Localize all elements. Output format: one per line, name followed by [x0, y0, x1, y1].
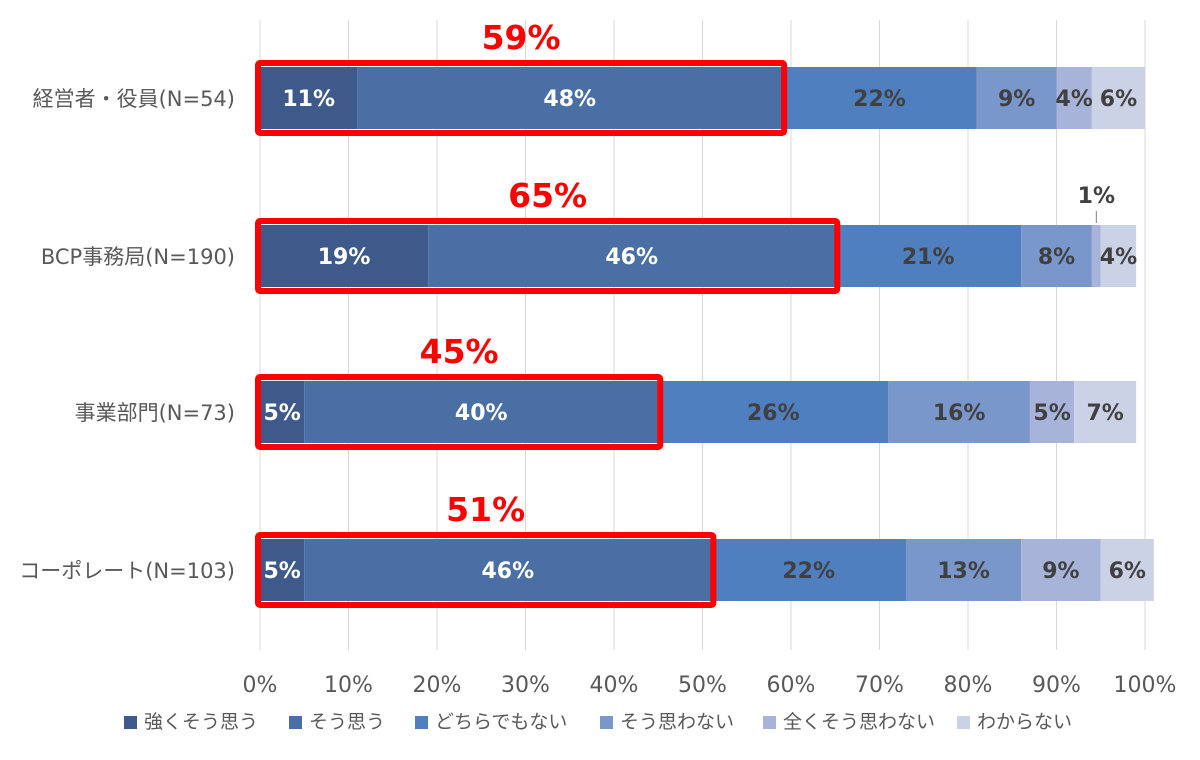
bar-segment — [1074, 381, 1137, 443]
bar-segment — [260, 225, 429, 287]
bar-segment — [888, 381, 1030, 443]
x-tick-label: 30% — [501, 673, 550, 698]
legend-label: 全くそう思わない — [783, 711, 935, 733]
category-label: 経営者・役員(N=54) — [33, 87, 235, 111]
legend-swatch — [763, 716, 776, 729]
x-tick-label: 60% — [767, 673, 816, 698]
bar-segment — [1021, 225, 1092, 287]
bar-segment — [260, 539, 305, 601]
data-label: 46% — [481, 559, 534, 584]
category-label: BCP事務局(N=190) — [41, 245, 235, 269]
data-label: 40% — [455, 401, 508, 426]
bar-segment — [976, 67, 1057, 129]
bar-segment — [357, 67, 783, 129]
data-label: 9% — [1042, 559, 1079, 584]
data-label: 4% — [1100, 245, 1137, 270]
data-label: 16% — [933, 401, 986, 426]
bar-segment — [428, 225, 836, 287]
legend-label: そう思う — [309, 711, 385, 733]
data-label: 7% — [1086, 401, 1123, 426]
bar-segment — [906, 539, 1022, 601]
legend-swatch — [124, 716, 137, 729]
bar-segment — [711, 539, 907, 601]
bar-segment — [782, 67, 977, 129]
bar-segment — [1029, 381, 1075, 443]
data-label: 6% — [1100, 87, 1137, 112]
data-label: 46% — [605, 245, 658, 270]
legend-label: 強くそう思う — [144, 711, 258, 733]
bar-segment — [658, 381, 889, 443]
x-tick-label: 100% — [1114, 673, 1177, 698]
bar-segment — [1100, 225, 1137, 287]
data-label: 8% — [1038, 245, 1075, 270]
data-label: 6% — [1109, 559, 1146, 584]
highlight-box — [255, 218, 841, 294]
bar-segment — [1100, 539, 1154, 601]
x-tick-label: 0% — [243, 673, 278, 698]
data-label: 5% — [263, 401, 300, 426]
bar-segment — [260, 381, 305, 443]
x-tick-label: 80% — [944, 673, 993, 698]
data-label: 19% — [318, 245, 371, 270]
highlight-box — [255, 374, 664, 450]
highlight-total-label: 45% — [420, 332, 499, 371]
bar-segment — [304, 381, 659, 443]
category-label: コーポレート(N=103) — [19, 559, 235, 583]
data-label: 5% — [263, 559, 300, 584]
highlight-box — [255, 532, 717, 608]
data-label: 9% — [998, 87, 1035, 112]
legend-swatch — [957, 716, 970, 729]
x-tick-label: 10% — [324, 673, 373, 698]
bar-segment — [1021, 539, 1101, 601]
highlight-total-label: 65% — [508, 176, 587, 215]
bar-segment — [1091, 225, 1101, 287]
highlight-box — [255, 60, 788, 136]
category-label: 事業部門(N=73) — [75, 401, 235, 425]
x-tick-label: 40% — [590, 673, 639, 698]
legend-label: そう思わない — [620, 711, 734, 733]
data-label: 11% — [282, 87, 335, 112]
bar-segment — [1091, 67, 1145, 129]
highlight-total-label: 51% — [446, 490, 525, 529]
highlight-total-label: 59% — [482, 18, 561, 57]
legend-swatch — [415, 716, 428, 729]
data-label: 1% — [1078, 184, 1115, 209]
bar-segment — [835, 225, 1022, 287]
x-tick-label: 20% — [413, 673, 462, 698]
data-label: 48% — [543, 87, 596, 112]
legend-label: わからない — [977, 711, 1072, 733]
legend-swatch — [289, 716, 302, 729]
legend-label: どちらでもない — [435, 711, 567, 733]
bar-segment — [304, 539, 712, 601]
data-label: 26% — [747, 401, 800, 426]
data-label: 22% — [782, 559, 835, 584]
bar-segment — [260, 67, 358, 129]
x-tick-label: 50% — [678, 673, 727, 698]
bar-segment — [1056, 67, 1092, 129]
data-label: 4% — [1056, 87, 1093, 112]
x-tick-label: 70% — [855, 673, 904, 698]
x-tick-label: 90% — [1032, 673, 1081, 698]
data-label: 22% — [853, 87, 906, 112]
data-label: 13% — [937, 559, 990, 584]
data-label: 5% — [1033, 401, 1070, 426]
data-label: 21% — [902, 245, 955, 270]
legend-swatch — [600, 716, 613, 729]
